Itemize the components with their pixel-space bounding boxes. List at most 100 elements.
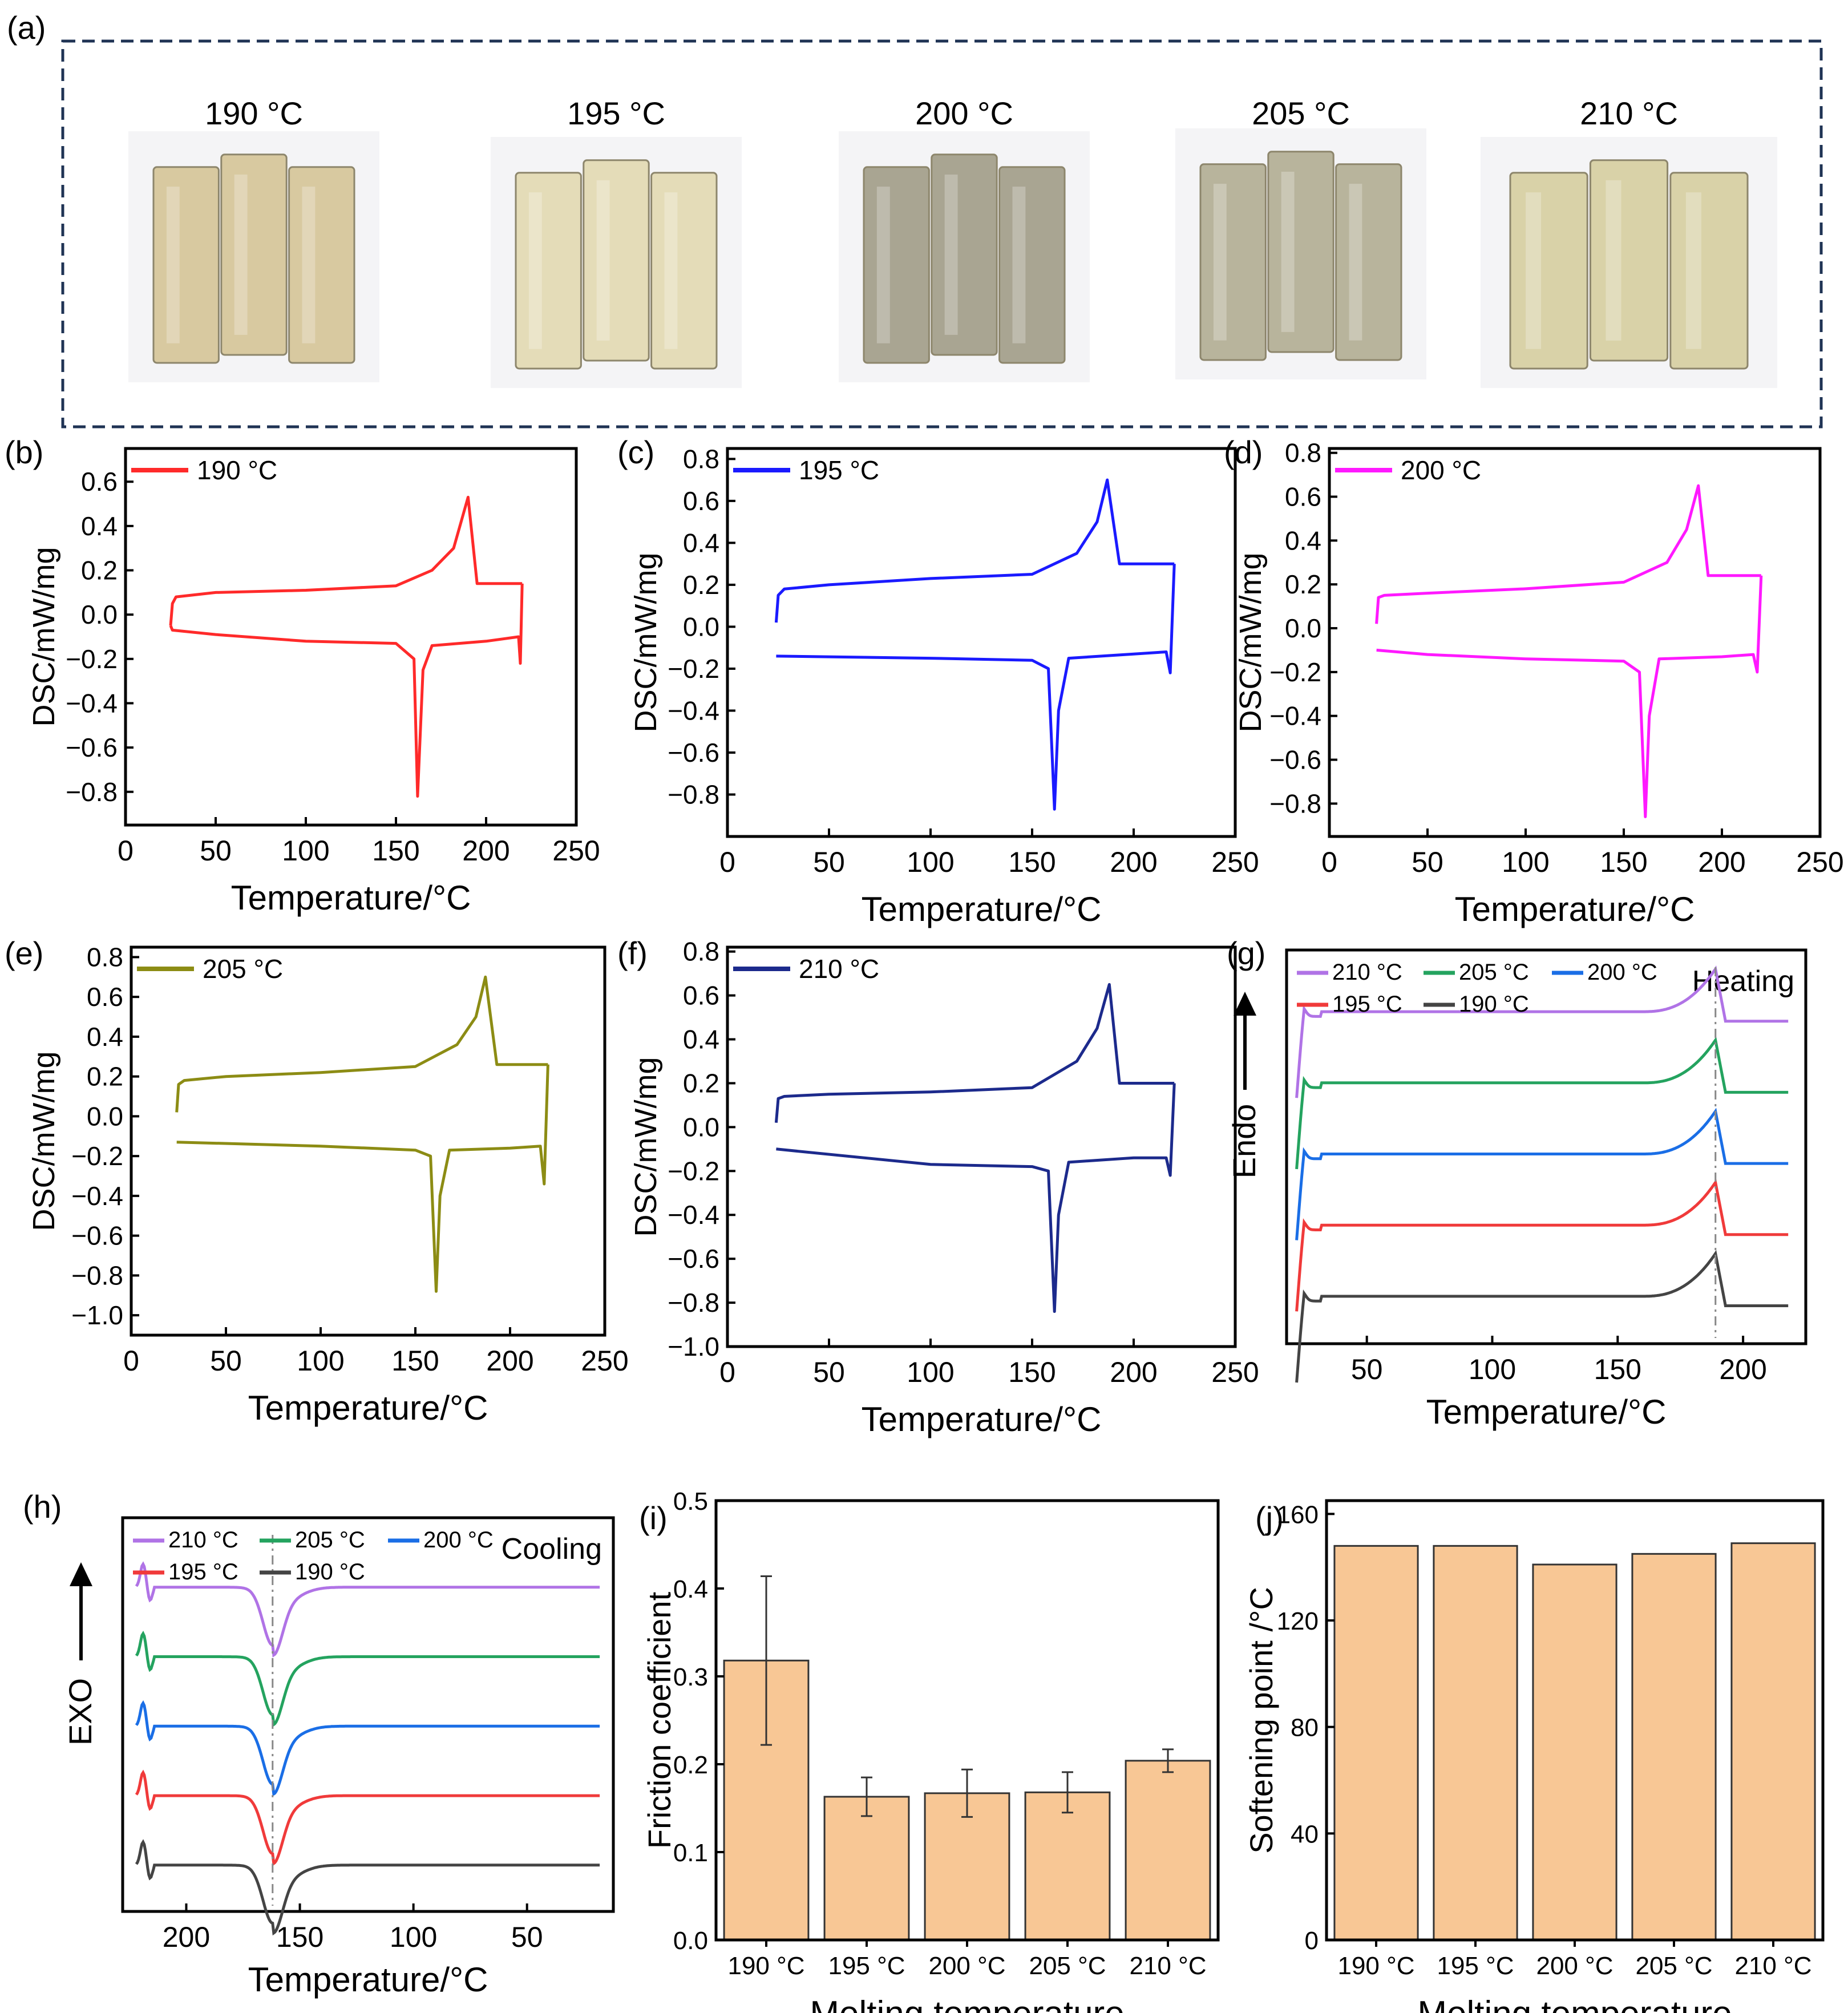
panel-label: (d) xyxy=(1224,434,1263,470)
sample-bar-2 xyxy=(1669,172,1749,370)
sample-bar-1 xyxy=(1267,151,1335,353)
x-tick-label: 200 xyxy=(486,1345,533,1377)
y-tick-label: 0.4 xyxy=(1285,526,1321,555)
axis-arrow-head xyxy=(70,1562,92,1586)
x-tick-label: 50 xyxy=(210,1345,242,1377)
plot-frame xyxy=(726,945,1237,1348)
axis-arrow-head xyxy=(1234,992,1256,1016)
x-axis-title: Temperature/°C xyxy=(862,1400,1102,1438)
y-tick-label: 0.6 xyxy=(683,981,719,1010)
series-line-2 xyxy=(1295,1107,1789,1240)
cooling-curve xyxy=(1376,575,1763,818)
heating-curve xyxy=(175,975,548,1113)
x-tick-label: 50 xyxy=(813,1356,845,1388)
legend-text: 205 °C xyxy=(1459,960,1529,985)
y-tick-label: −0.2 xyxy=(1269,657,1321,687)
heating-curve xyxy=(774,983,1175,1123)
y-tick-label: −0.2 xyxy=(668,654,719,684)
sample-bar-2 xyxy=(650,172,718,370)
panel-label: (g) xyxy=(1227,935,1265,971)
chart-panel-b: (b) 0 50 100 150 200 250 −0.8 −0.6 −0.4 −0.2 0.0 0.2… xyxy=(5,434,600,917)
sample-bar-highlight xyxy=(1526,192,1542,349)
x-tick-label: 50 xyxy=(1351,1353,1383,1385)
x-tick-label: 50 xyxy=(813,846,845,878)
y-tick-label: 0.0 xyxy=(1285,613,1321,643)
chart-panel-f: (f) 0 50 100 150 200 250 −1.0 −0.8 −0.6 −0.4 −0.2 0.… xyxy=(617,935,1259,1438)
y-tick-label: 40 xyxy=(1291,1820,1319,1848)
x-tick-label: 200 xyxy=(1110,1356,1157,1388)
y-axis-title: DSC/mW/mg xyxy=(629,553,663,733)
x-tick-label: 100 xyxy=(907,1356,954,1388)
x-axis-title: Temperature/°C xyxy=(1455,890,1695,928)
chart-panel-c: (c) 0 50 100 150 200 250 −0.8 −0.6 −0.4 −0.2 0.0 0.2… xyxy=(617,434,1259,928)
panel-label: (i) xyxy=(639,1500,668,1536)
y-tick-label: −0.8 xyxy=(668,779,719,809)
panel-label: (h) xyxy=(23,1489,62,1525)
x-tick-label: 50 xyxy=(511,1921,543,1953)
y-tick-label: −0.2 xyxy=(668,1156,719,1186)
x-tick-label: 250 xyxy=(1796,846,1843,878)
y-tick-label: −0.4 xyxy=(66,688,118,718)
x-tick-label: 0 xyxy=(123,1345,139,1377)
sample-bar-highlight xyxy=(1213,184,1227,341)
x-axis-title: Temperature/°C xyxy=(1426,1393,1667,1431)
chart-panel-g: (g) 50 100 150 200 Temperature/°C Endo Heating 2… xyxy=(1226,935,1807,1431)
chart-panels: (b) 0 50 100 150 200 250 −0.8 −0.6 −0.4 −0.2 0.0 0.2… xyxy=(5,434,1844,2013)
chart-panel-d: (d) 0 50 100 150 200 250 −0.8 −0.6 −0.4 −0.2 0.0 0.2… xyxy=(1224,434,1844,928)
sample-photo-4: 210 °C xyxy=(1481,95,1777,388)
x-axis-title: Temperature/°C xyxy=(231,879,471,917)
y-tick-label: 0 xyxy=(1305,1927,1319,1955)
panel-label: (b) xyxy=(5,434,43,470)
y-tick-label: 0.4 xyxy=(81,511,118,541)
y-tick-label: 120 xyxy=(1277,1607,1319,1635)
sample-bar-highlight xyxy=(1281,171,1295,332)
x-tick-label: 200 xyxy=(163,1921,210,1953)
plot-frame xyxy=(1285,948,1807,1345)
y-axis-title: Friction coefficient xyxy=(641,1591,677,1849)
y-tick-label: 160 xyxy=(1277,1501,1319,1529)
bar-0 xyxy=(1333,1545,1419,1941)
cooling-curve xyxy=(776,564,1176,811)
bar-3 xyxy=(1024,1791,1111,1941)
series-line-4 xyxy=(1295,1250,1789,1383)
plot-frame xyxy=(1328,447,1822,838)
panel-a-frame xyxy=(61,39,1823,429)
plot-frame xyxy=(726,447,1237,838)
x-axis-title: Melting temperature xyxy=(810,1994,1124,2013)
heating-curve xyxy=(1375,484,1761,624)
y-tick-label: 0.5 xyxy=(673,1487,708,1515)
y-tick-label: 0.6 xyxy=(87,982,123,1012)
sample-label: 200 °C xyxy=(915,95,1013,131)
x-axis-title: Melting temperature xyxy=(1417,1994,1732,2013)
panel-label: (f) xyxy=(617,935,648,971)
sample-bar-2 xyxy=(998,166,1066,364)
sample-bar-1 xyxy=(220,153,288,356)
x-tick-label: 0 xyxy=(118,835,134,867)
y-tick-label: 0.8 xyxy=(87,942,123,972)
x-tick-label: 200 °C xyxy=(928,1952,1005,1980)
x-tick-label: 150 xyxy=(1008,846,1056,878)
x-tick-label: 0 xyxy=(1321,846,1337,878)
x-tick-label: 100 xyxy=(390,1921,437,1953)
y-axis-title: EXO xyxy=(62,1678,98,1745)
sample-bar-highlight xyxy=(302,187,316,343)
legend-text: 210 °C xyxy=(799,954,879,984)
sample-bar-highlight xyxy=(528,192,542,349)
series-line-1 xyxy=(135,1631,600,1728)
x-tick-label: 150 xyxy=(1008,1356,1056,1388)
bar-1 xyxy=(823,1796,910,1941)
x-tick-label: 0 xyxy=(719,846,735,878)
x-tick-label: 205 °C xyxy=(1029,1952,1106,1980)
x-tick-label: 150 xyxy=(372,835,419,867)
x-tick-label: 250 xyxy=(552,835,600,867)
series-line-3 xyxy=(1295,1178,1789,1312)
plot-frame xyxy=(130,945,606,1337)
y-tick-label: −0.8 xyxy=(1269,789,1321,818)
sample-photo-0: 190 °C xyxy=(128,95,379,382)
y-tick-label: 0.4 xyxy=(683,1025,719,1054)
y-tick-label: 0.0 xyxy=(673,1927,708,1955)
y-tick-label: −0.8 xyxy=(668,1288,719,1317)
y-tick-label: 0.2 xyxy=(673,1751,708,1779)
y-axis-title: DSC/mW/mg xyxy=(27,1052,61,1231)
